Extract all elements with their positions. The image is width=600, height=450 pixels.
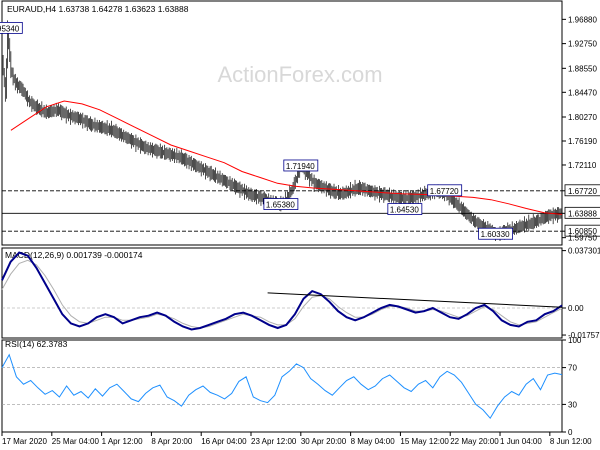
price-annotation-box [387,203,423,215]
x-tick-label: 8 Apr 20:00 [151,437,192,446]
rsi-header: RSI(14) 62.3783 [5,339,68,349]
macd-y-tick-label: 0.037301 [568,247,600,256]
y-level-box [564,184,600,197]
price-annotation-box [283,159,319,172]
x-tick-label: 8 Jun 12:00 [550,437,592,446]
y-tick-label: 1.92750 [568,40,597,49]
y-tick-label: 1.88550 [568,64,597,73]
macd-line [1,251,563,331]
main-chart-header: EURAUD,H4 1.63738 1.64278 1.63623 1.6388… [7,4,189,14]
x-tick-label: 22 May 20:00 [450,437,499,446]
y-tick-label: 1.72110 [568,161,597,170]
y-tick-label: 1.84470 [568,88,597,97]
price-annotation-label: 1.95340 [0,24,20,33]
main-pane-frame [1,0,563,246]
y-tick-label: 1.60850 [568,227,597,236]
y-tick-label: 1.67720 [568,187,597,196]
x-tick-label: 1 Jun 04:00 [500,437,542,446]
macd-pane-frame [1,247,563,339]
x-tick-label: 25 Mar 04:00 [52,437,100,446]
rsi-y-tick-label: 0 [568,428,573,437]
rsi-y-tick-label: 30 [568,400,577,409]
price-annotation-box [263,198,299,210]
rsi-y-tick-label: 70 [568,364,577,373]
price-annotation-label: 1.67720 [430,187,459,196]
price-annotation-label: 1.64530 [390,206,419,215]
macd-header: MACD(12,26,9) 0.001739 -0.000174 [5,250,143,260]
y-tick-label: 1.76190 [568,137,597,146]
macd-signal-line [1,259,563,329]
price-annotation-box [427,184,463,197]
x-tick-label: 17 Mar 2020 [2,437,47,446]
rsi-y-tick-label: 100 [568,336,582,345]
x-tick-label: 30 Apr 20:00 [301,437,347,446]
x-tick-label: 23 Apr 12:00 [251,437,297,446]
macd-trendline [267,292,563,308]
macd-y-tick-label: 0.00 [568,304,584,313]
x-tick-label: 15 May 12:00 [400,437,449,446]
rsi-pane-frame [1,339,563,433]
x-tick-label: 1 Apr 12:00 [102,437,143,446]
price-annotation-box [0,21,23,34]
moving-average-line [10,100,563,215]
y-level-box [564,224,600,237]
y-tick-label: 1.63888 [568,209,597,218]
x-tick-label: 8 May 04:00 [351,437,396,446]
macd-y-tick-label: -0.017577 [568,331,600,340]
rsi-line [1,353,563,420]
price-annotation-label: 1.65380 [266,201,295,210]
price-annotation-box [478,227,513,240]
watermark: ActionForex.com [217,62,382,87]
y-tick-label: 1.96880 [568,15,597,24]
x-tick-label: 16 Apr 04:00 [201,437,247,446]
price-annotation-label: 1.71940 [286,162,315,171]
price-annotation-label: 1.60330 [481,230,510,239]
y-tick-label: 1.59750 [568,234,597,243]
y-level-box [564,206,600,219]
y-tick-label: 1.80270 [568,113,597,122]
